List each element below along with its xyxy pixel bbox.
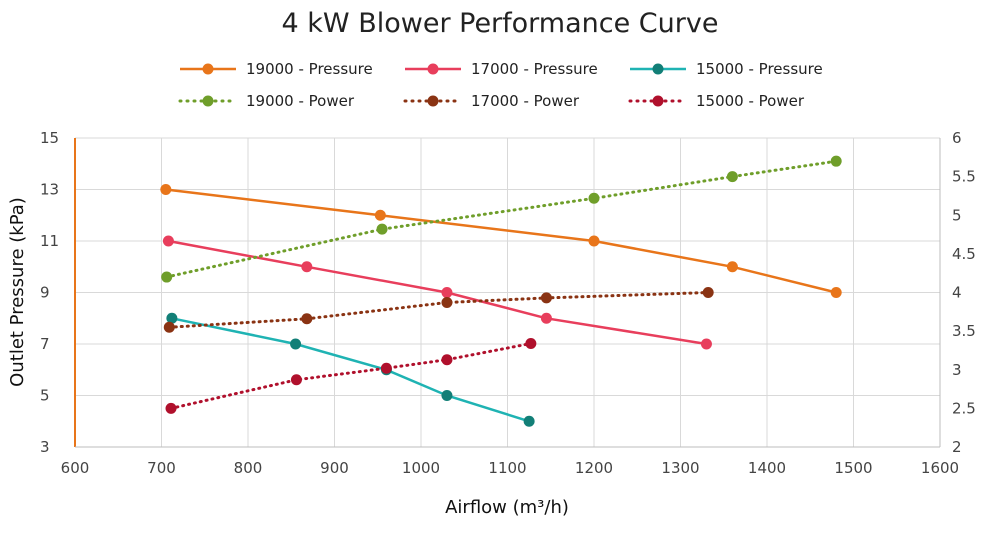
data-point bbox=[588, 235, 600, 247]
data-point bbox=[441, 297, 453, 309]
legend-label: 17000 - Pressure bbox=[471, 60, 598, 78]
series-line bbox=[167, 291, 710, 329]
legend-marker bbox=[202, 95, 214, 107]
legend-marker bbox=[202, 63, 214, 75]
x-tick-label: 1400 bbox=[748, 459, 786, 477]
legend-label: 17000 - Power bbox=[471, 92, 580, 110]
y2-tick-label: 3.5 bbox=[952, 322, 976, 340]
x-tick-label: 900 bbox=[320, 459, 349, 477]
data-point bbox=[290, 374, 302, 386]
legend-label: 19000 - Power bbox=[246, 92, 355, 110]
y-tick-label: 7 bbox=[40, 335, 50, 353]
y2-tick-label: 2 bbox=[952, 438, 962, 456]
data-point bbox=[160, 184, 172, 195]
y-tick-label: 5 bbox=[40, 387, 50, 405]
y2-tick-label: 5.5 bbox=[952, 168, 976, 186]
x-tick-label: 1200 bbox=[575, 459, 613, 477]
data-point bbox=[380, 362, 392, 374]
y-tick-label: 11 bbox=[40, 232, 59, 250]
data-point bbox=[374, 209, 386, 221]
data-point bbox=[162, 235, 174, 247]
data-point bbox=[588, 192, 600, 204]
chart-title: 4 kW Blower Performance Curve bbox=[282, 8, 719, 39]
data-point bbox=[700, 338, 712, 350]
y-tick-label: 15 bbox=[40, 129, 59, 147]
data-point bbox=[441, 354, 453, 366]
legend-marker bbox=[652, 63, 664, 75]
data-point bbox=[540, 312, 552, 324]
y2-tick-label: 5 bbox=[952, 206, 962, 224]
data-point bbox=[166, 312, 178, 324]
x-tick-label: 1300 bbox=[661, 459, 699, 477]
data-point bbox=[441, 287, 453, 298]
x-tick-label: 600 bbox=[61, 459, 90, 477]
data-point bbox=[726, 261, 738, 273]
y2-tick-label: 3 bbox=[952, 361, 962, 379]
x-tick-label: 1500 bbox=[834, 459, 872, 477]
y-tick-label: 13 bbox=[40, 181, 59, 199]
data-point bbox=[301, 261, 313, 273]
series-layer bbox=[160, 155, 842, 427]
y2-tick-label: 4.5 bbox=[952, 245, 976, 263]
data-point bbox=[161, 271, 173, 283]
series-line bbox=[171, 317, 530, 423]
x-tick-label: 800 bbox=[234, 459, 263, 477]
data-point bbox=[441, 390, 453, 401]
data-point bbox=[726, 171, 738, 183]
legend-label: 19000 - Pressure bbox=[246, 60, 373, 78]
y2-tick-label: 6 bbox=[952, 129, 962, 147]
data-point bbox=[523, 415, 535, 427]
x-tick-label: 1000 bbox=[402, 459, 440, 477]
legend-label: 15000 - Pressure bbox=[696, 60, 823, 78]
x-tick-label: 700 bbox=[147, 459, 176, 477]
legend-marker bbox=[427, 63, 439, 75]
data-point bbox=[525, 337, 537, 349]
legend-label: 15000 - Power bbox=[696, 92, 805, 110]
y-tick-label: 3 bbox=[40, 438, 50, 456]
legend-marker bbox=[652, 95, 664, 107]
data-point bbox=[376, 223, 388, 235]
data-point bbox=[290, 338, 302, 350]
y2-tick-label: 4 bbox=[952, 284, 962, 302]
data-point bbox=[163, 321, 175, 333]
data-point bbox=[830, 155, 842, 167]
data-point bbox=[702, 287, 714, 298]
y-tick-label: 9 bbox=[40, 284, 50, 302]
data-point bbox=[830, 287, 842, 298]
axes: 600 700 800 900 1000 1100 1200 1300 1400 1500 1600… bbox=[40, 129, 976, 477]
data-point bbox=[301, 313, 313, 325]
y2-tick-label: 2.5 bbox=[952, 399, 976, 417]
x-tick-label: 1100 bbox=[488, 459, 526, 477]
data-point bbox=[540, 292, 552, 304]
series-line bbox=[169, 342, 533, 410]
y-axis-label: Outlet Pressure (kPa) bbox=[7, 197, 28, 387]
legend-marker bbox=[427, 95, 439, 107]
x-axis-label: Airflow (m³/h) bbox=[445, 497, 569, 518]
x-tick-label: 1600 bbox=[921, 459, 959, 477]
legend: 19000 - Pressure 17000 - Pressure 15000 - … bbox=[178, 60, 823, 110]
data-point bbox=[165, 402, 177, 414]
